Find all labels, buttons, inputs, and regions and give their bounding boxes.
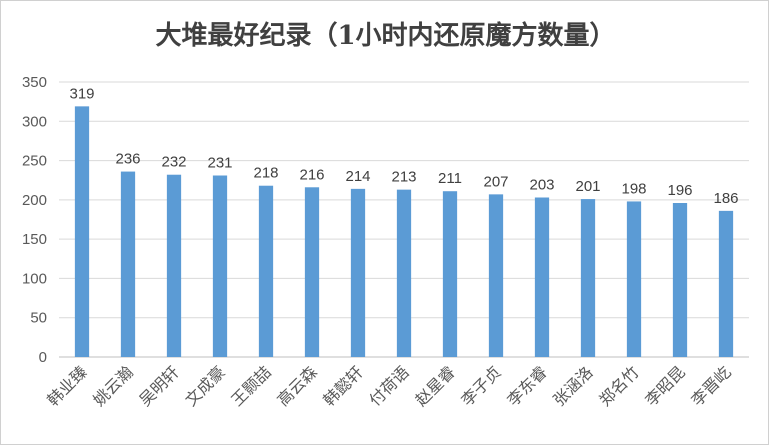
bar xyxy=(212,175,228,357)
bar xyxy=(626,201,642,357)
bar xyxy=(488,194,504,357)
x-tick-label: 李晋屹 xyxy=(687,362,734,409)
y-tick-label: 200 xyxy=(22,192,47,209)
chart-title: 大堆最好纪录（1小时内还原魔方数量） xyxy=(155,21,616,51)
data-label: 231 xyxy=(207,155,232,172)
bar xyxy=(258,185,274,357)
bar xyxy=(580,199,596,357)
y-tick-label: 150 xyxy=(22,231,47,248)
bar xyxy=(304,187,320,357)
data-label: 218 xyxy=(253,165,278,182)
bar xyxy=(396,189,412,357)
x-tick-label: 文成豪 xyxy=(181,362,228,409)
data-label: 319 xyxy=(69,85,94,102)
bar xyxy=(672,203,688,357)
bar xyxy=(350,188,366,357)
data-label: 214 xyxy=(345,168,370,185)
data-label: 216 xyxy=(299,166,324,183)
y-tick-label: 50 xyxy=(30,310,47,327)
x-tick-label: 吴明轩 xyxy=(135,362,182,409)
data-label: 198 xyxy=(621,180,646,197)
x-tick-label: 韩懿轩 xyxy=(319,362,366,409)
y-tick-label: 100 xyxy=(22,270,47,287)
y-tick-label: 350 xyxy=(22,74,47,91)
y-tick-label: 300 xyxy=(22,113,47,130)
x-tick-label: 郑名竹 xyxy=(595,362,642,409)
data-label: 201 xyxy=(575,178,600,195)
bar xyxy=(166,174,182,357)
data-label: 196 xyxy=(667,182,692,199)
x-tick-label: 王颢喆 xyxy=(227,362,274,409)
data-label: 213 xyxy=(391,169,416,186)
bar xyxy=(534,197,550,357)
x-tick-label: 姚云瀚 xyxy=(89,362,136,409)
x-tick-label: 李昭昆 xyxy=(641,362,688,409)
data-label: 207 xyxy=(483,173,508,190)
data-label: 211 xyxy=(438,170,462,187)
data-label: 232 xyxy=(161,154,186,171)
bar xyxy=(74,106,90,357)
x-tick-label: 韩业臻 xyxy=(43,362,90,409)
x-tick-label: 付荷语 xyxy=(365,362,412,409)
x-tick-label: 高云森 xyxy=(273,362,320,409)
bar xyxy=(718,210,734,357)
bar xyxy=(442,191,458,357)
data-label: 186 xyxy=(713,190,738,207)
x-tick-label: 张涵洛 xyxy=(549,362,596,409)
x-tick-label: 李子贞 xyxy=(457,362,504,409)
x-tick-label: 李东睿 xyxy=(503,362,550,409)
bar xyxy=(120,171,136,357)
y-tick-label: 0 xyxy=(39,349,47,366)
x-tick-label: 赵星睿 xyxy=(411,362,458,409)
data-label: 236 xyxy=(115,151,140,168)
y-tick-label: 250 xyxy=(22,153,47,170)
data-label: 203 xyxy=(529,177,554,194)
